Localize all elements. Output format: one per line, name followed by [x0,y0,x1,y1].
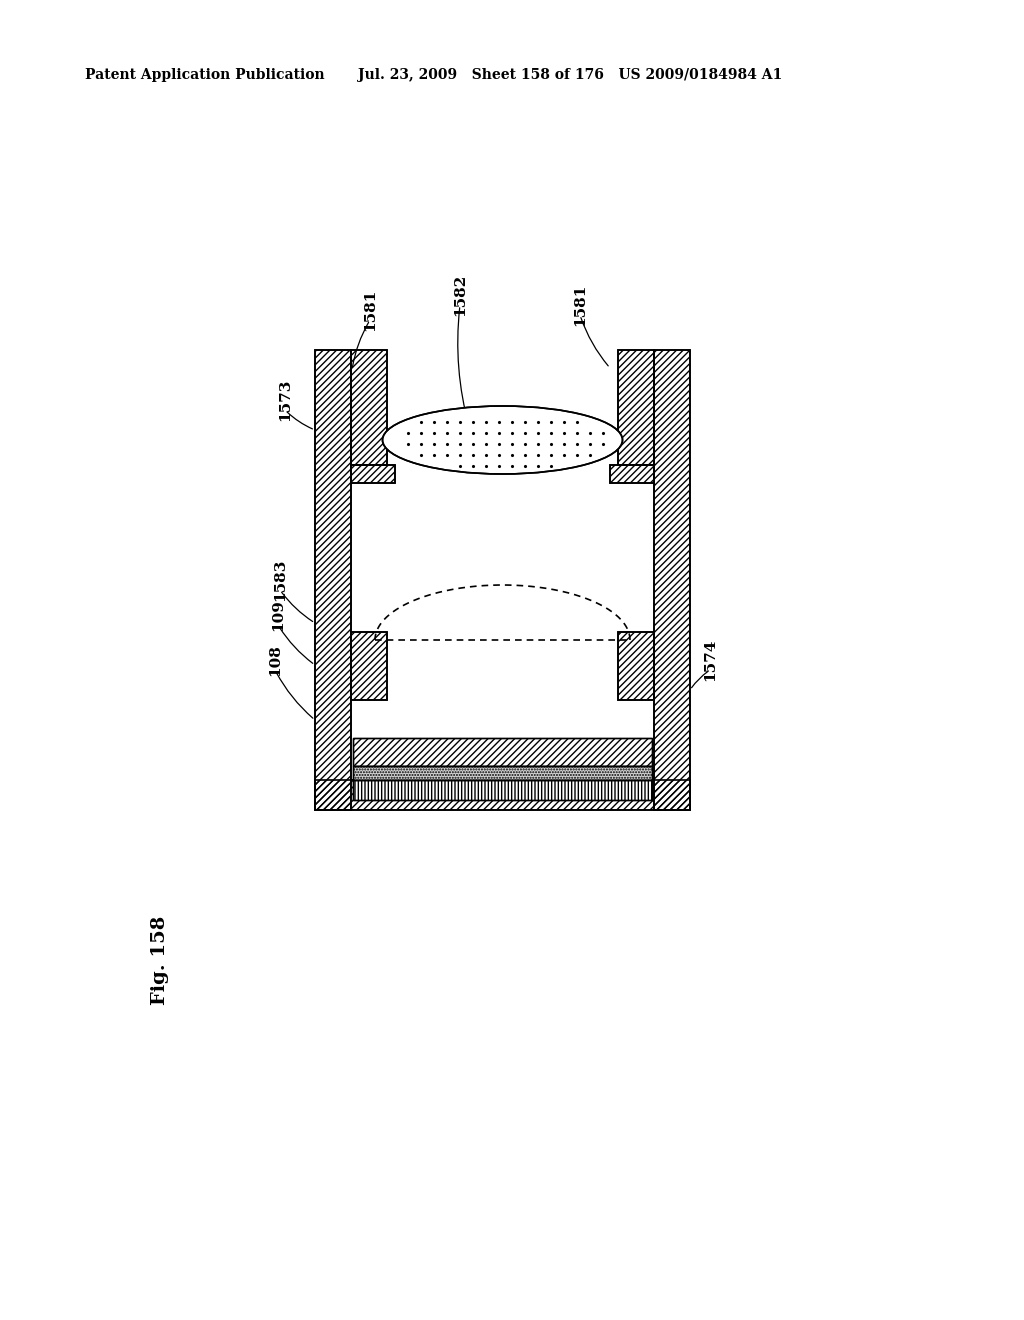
Bar [351,350,387,465]
Bar [618,632,654,700]
Bar [654,350,690,810]
Bar [351,632,387,700]
Bar [353,780,652,800]
Text: Fig. 158: Fig. 158 [151,915,169,1005]
Bar [610,465,654,483]
Text: 1582: 1582 [453,273,467,315]
Text: 1574: 1574 [703,639,717,681]
Bar [353,766,652,780]
Text: Patent Application Publication: Patent Application Publication [85,69,325,82]
Bar [315,780,690,810]
Bar [315,350,351,810]
Bar [351,632,387,700]
Bar [618,350,654,465]
Text: 1581: 1581 [573,284,587,326]
Ellipse shape [383,407,623,474]
Bar [315,780,690,810]
Bar [654,350,690,810]
Text: 108: 108 [268,644,282,676]
Text: Jul. 23, 2009   Sheet 158 of 176   US 2009/0184984 A1: Jul. 23, 2009 Sheet 158 of 176 US 2009/0… [358,69,782,82]
Text: 1581: 1581 [362,289,377,331]
Text: 1573: 1573 [278,379,292,421]
Bar [353,766,652,780]
Text: 109: 109 [271,599,285,631]
Bar [351,465,395,483]
Bar [618,350,654,465]
Bar [353,780,652,800]
Bar [610,465,654,483]
Text: 1583: 1583 [273,558,287,601]
Bar [351,465,395,483]
Bar [351,350,387,465]
Bar [315,350,351,810]
Bar [353,738,652,766]
Bar [618,632,654,700]
Bar [353,738,652,766]
